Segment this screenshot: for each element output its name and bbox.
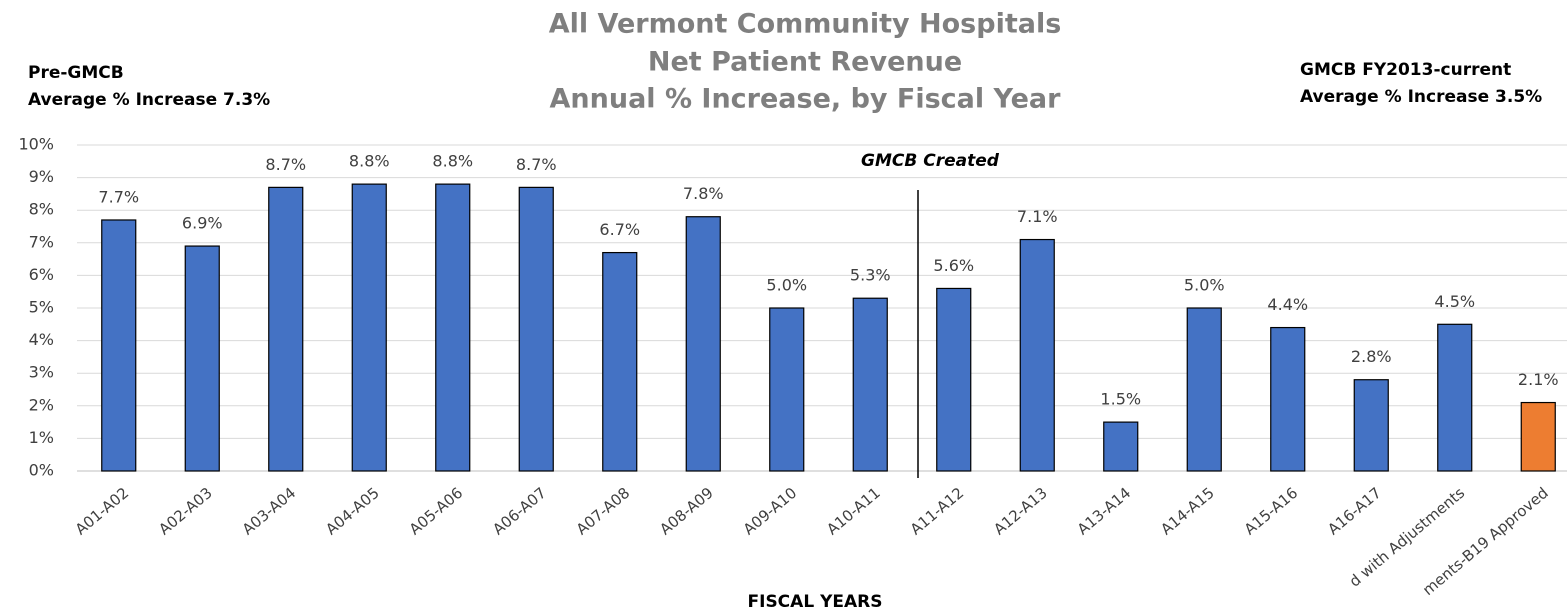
chart-title: Net Patient Revenue (648, 47, 962, 78)
y-tick-label: 9% (29, 167, 54, 186)
x-tick-label: A02-A03 (155, 484, 215, 539)
x-tick-label: A03-A04 (239, 484, 299, 539)
bar (852, 297, 888, 472)
annotation: Pre-GMCB (28, 63, 124, 83)
x-tick-label: A12-A13 (990, 484, 1050, 539)
bar (101, 219, 137, 472)
x-tick-label: A08-A09 (656, 484, 716, 539)
annotation: GMCB FY2013-current (1300, 60, 1511, 80)
divider-label: GMCB Created (861, 151, 1000, 171)
x-tick-label: A01-A02 (72, 484, 132, 539)
annotation: Average % Increase 7.3% (28, 90, 270, 110)
bar (1437, 323, 1473, 472)
data-label: 6.7% (599, 220, 640, 239)
x-tick-label: A11-A12 (907, 484, 967, 539)
y-tick-label: 0% (29, 461, 54, 480)
bar (1270, 326, 1306, 472)
data-label: 6.9% (182, 214, 223, 233)
data-label: 8.8% (349, 152, 390, 171)
bar (518, 186, 554, 472)
y-tick-label: 6% (29, 265, 54, 284)
data-label: 8.8% (432, 152, 473, 171)
y-tick-label: 1% (29, 428, 54, 447)
annotation: Average % Increase 3.5% (1300, 87, 1542, 107)
x-tick-label: A06-A07 (489, 484, 549, 539)
y-tick-label: 10% (18, 135, 54, 154)
y-tick-label: 4% (29, 330, 54, 349)
data-label: 2.1% (1518, 370, 1559, 389)
chart-title: Annual % Increase, by Fiscal Year (550, 84, 1062, 115)
bar (184, 245, 220, 472)
data-label: 5.0% (1184, 276, 1225, 295)
y-tick-label: 3% (29, 363, 54, 382)
data-label: 2.8% (1351, 347, 1392, 366)
y-tick-label: 5% (29, 298, 54, 317)
x-tick-label: A15-A16 (1241, 484, 1301, 539)
bar (1186, 307, 1222, 472)
bar (435, 183, 471, 472)
data-label: 5.0% (766, 276, 807, 295)
bar (769, 307, 805, 472)
bar (602, 251, 638, 472)
bar (1353, 379, 1389, 472)
x-tick-label: A07-A08 (573, 484, 633, 539)
x-tick-label: A09-A10 (740, 484, 800, 539)
data-label: 5.3% (850, 266, 891, 285)
data-label: 4.5% (1434, 292, 1475, 311)
data-label: 5.6% (933, 256, 974, 275)
x-tick-label: A05-A06 (406, 484, 466, 539)
x-tick-label: A14-A15 (1157, 484, 1217, 539)
x-tick-label: A04-A05 (322, 484, 382, 539)
data-label: 7.7% (98, 187, 139, 206)
x-tick-label: A16-A17 (1324, 484, 1384, 539)
bar (936, 287, 972, 472)
data-label: 7.8% (683, 184, 724, 203)
x-axis-title: FISCAL YEARS (748, 592, 883, 612)
bar (351, 183, 387, 472)
x-tick-label: A10-A11 (823, 484, 883, 539)
data-label: 7.1% (1017, 207, 1058, 226)
bar (268, 186, 304, 472)
data-label: 4.4% (1267, 295, 1308, 314)
bar (1520, 401, 1556, 472)
bar (685, 216, 721, 472)
data-label: 8.7% (516, 155, 557, 174)
y-tick-label: 2% (29, 395, 54, 414)
chart-title: All Vermont Community Hospitals (549, 9, 1062, 40)
data-label: 1.5% (1100, 390, 1141, 409)
y-tick-label: 8% (29, 200, 54, 219)
data-label: 8.7% (265, 155, 306, 174)
y-tick-label: 7% (29, 232, 54, 251)
x-tick-label: A13-A14 (1074, 484, 1134, 539)
bar (1019, 238, 1055, 472)
bar (1103, 421, 1139, 472)
